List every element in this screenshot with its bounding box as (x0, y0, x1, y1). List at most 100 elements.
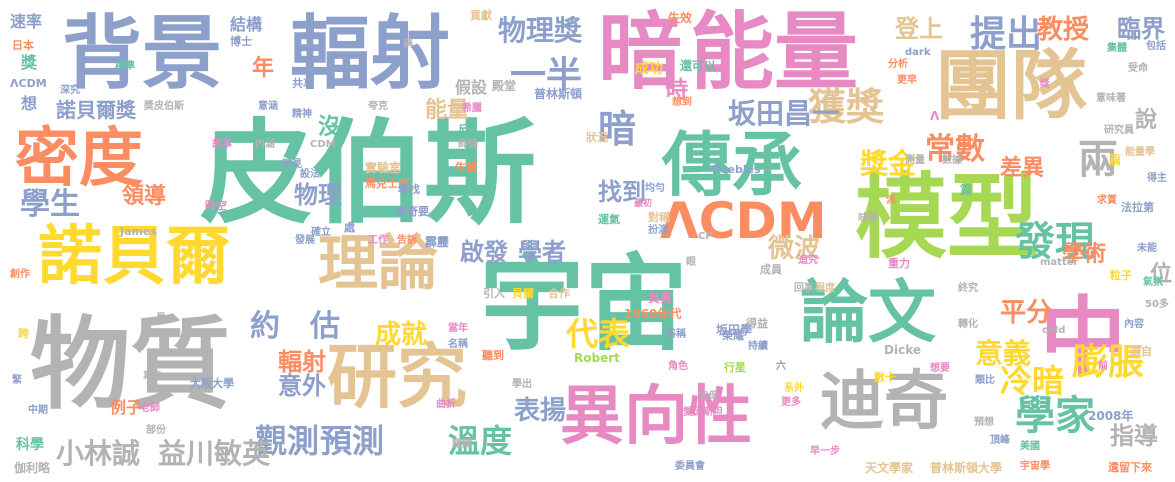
cloud-word: 稱 (403, 39, 413, 50)
cloud-word: dark (905, 47, 931, 58)
cloud-word: 研究員 (1104, 125, 1134, 136)
cloud-word: 發展 (295, 235, 315, 246)
cloud-word: 轉化 (958, 319, 978, 330)
cloud-word: 委員會 (675, 461, 705, 472)
cloud-word: 坂田昌一 (728, 97, 841, 130)
cloud-word: 深究 (60, 85, 80, 96)
cloud-word: 觀測 (255, 422, 320, 460)
cloud-word: 回事 (794, 283, 814, 294)
cloud-word: 角色 (668, 361, 688, 372)
cloud-word: 失效 (668, 11, 693, 25)
cloud-word: 物質 (30, 306, 230, 423)
cloud-word: 發現 (1015, 219, 1095, 265)
cloud-word: 約 (250, 309, 280, 344)
cloud-word: 理論 (318, 229, 438, 299)
cloud-word: matter (1040, 257, 1079, 268)
cloud-word: 估 (310, 309, 340, 344)
cloud-word: 早一步 (810, 446, 840, 457)
cloud-word: 告訴 (397, 235, 417, 246)
cloud-word: 貝爾 (512, 287, 534, 300)
cloud-word: 更多 (781, 397, 801, 408)
cloud-word: 諾貝爾 (38, 220, 230, 294)
cloud-word: 普林斯頓 (534, 87, 583, 101)
cloud-word: 暗 (598, 3, 683, 101)
cloud-word: Peebles (712, 163, 761, 176)
cloud-word: 霹靂 (425, 235, 450, 249)
cloud-word: 物理獎 (498, 14, 583, 47)
cloud-word: 法拉第 (1121, 201, 1154, 214)
cloud-word: 成就 (375, 320, 428, 350)
cloud-word: ΛCDM (660, 192, 827, 250)
cloud-word: 得主 (1147, 173, 1167, 184)
cloud-word: 數據 (942, 155, 962, 166)
cloud-word: 指導 (1110, 422, 1158, 450)
cloud-word: 尋找 (398, 183, 420, 196)
cloud-word: 模型 (855, 164, 1040, 271)
cloud-word: 說 (1135, 108, 1158, 133)
cloud-word: 罕見 (282, 159, 302, 170)
cloud-word: 對稱 (648, 211, 670, 224)
cloud-word: 位 (1150, 262, 1173, 287)
cloud-word: Robert (574, 351, 620, 365)
cloud-word: 引入 (483, 287, 505, 300)
cloud-word: 獲獎 (808, 85, 885, 129)
cloud-word: 終究 (958, 283, 978, 294)
cloud-word: 處 (344, 221, 355, 234)
cloud-word: 論文 (800, 274, 937, 353)
cloud-word: 溫度 (448, 422, 513, 460)
cloud-word: 學者 (518, 238, 566, 266)
cloud-word: 得益 (746, 317, 768, 330)
cloud-word: 科學 (16, 437, 44, 453)
cloud-word: 老師 (140, 403, 160, 414)
cloud-word: 負責 (648, 291, 673, 305)
cloud-word: 常數 (925, 132, 985, 167)
cloud-word: 共享 (292, 77, 314, 90)
cloud-word: Dicke (884, 343, 921, 357)
cloud-word: 行星 (724, 361, 746, 374)
cloud-word: 均勻 (645, 183, 665, 194)
cloud-word: 團隊 (935, 41, 1087, 130)
cloud-word: 聽到 (482, 349, 504, 362)
cloud-word: 諾貝爾獎 (56, 98, 136, 122)
cloud-word: 想要 (930, 363, 950, 374)
cloud-word: 中 (1040, 288, 1126, 388)
cloud-word: 集體 (1107, 43, 1127, 54)
cloud-word: 合作 (548, 287, 570, 300)
cloud-word: 傳承 (662, 124, 802, 206)
cloud-word: 精神 (292, 109, 312, 120)
cloud-word: 中期 (28, 405, 48, 416)
cloud-word: 成功 (635, 61, 663, 77)
cloud-word: 關鍵 (452, 439, 472, 450)
cloud-word: 臨界 (1117, 15, 1165, 43)
cloud-word: 坂田學 (716, 323, 753, 337)
cloud-word: 追究 (798, 255, 818, 266)
cloud-word: 意外 (278, 372, 326, 400)
cloud-word: 意味著 (1096, 93, 1126, 104)
cloud-word: 沒 (318, 115, 341, 140)
cloud-word: 篇 (1109, 153, 1122, 167)
cloud-word: 時空 (205, 199, 227, 212)
cloud-word: 能量學 (1125, 147, 1155, 158)
cloud-word: 暗 (598, 107, 637, 151)
cloud-word: 假設 (455, 78, 488, 97)
cloud-word: 預測 (320, 422, 385, 460)
cloud-word: 差異 (1000, 156, 1045, 181)
cloud-word: CDM (310, 139, 336, 150)
cloud-word: 夸克 (368, 101, 388, 112)
cloud-word: 反 (458, 123, 471, 137)
cloud-word: 真空 (143, 371, 162, 381)
cloud-word: 榮耀 (722, 329, 744, 342)
cloud-word: 宇宙學 (1020, 461, 1050, 472)
cloud-word: 狀況 (586, 131, 608, 144)
cloud-word: 1960年代 (624, 307, 682, 321)
cloud-word: 例子 (110, 398, 143, 417)
cloud-word: 輻射 (290, 7, 450, 100)
cloud-word: 密度 (15, 122, 143, 196)
cloud-word: 源自 (1130, 345, 1152, 358)
cloud-word: 字母 (698, 391, 718, 402)
cloud-word: 學家 (1015, 393, 1095, 439)
cloud-word: 愛因斯坦 (683, 407, 723, 418)
cloud-word: 獎 (1040, 79, 1050, 90)
cloud-word: 輻射 (278, 348, 326, 376)
